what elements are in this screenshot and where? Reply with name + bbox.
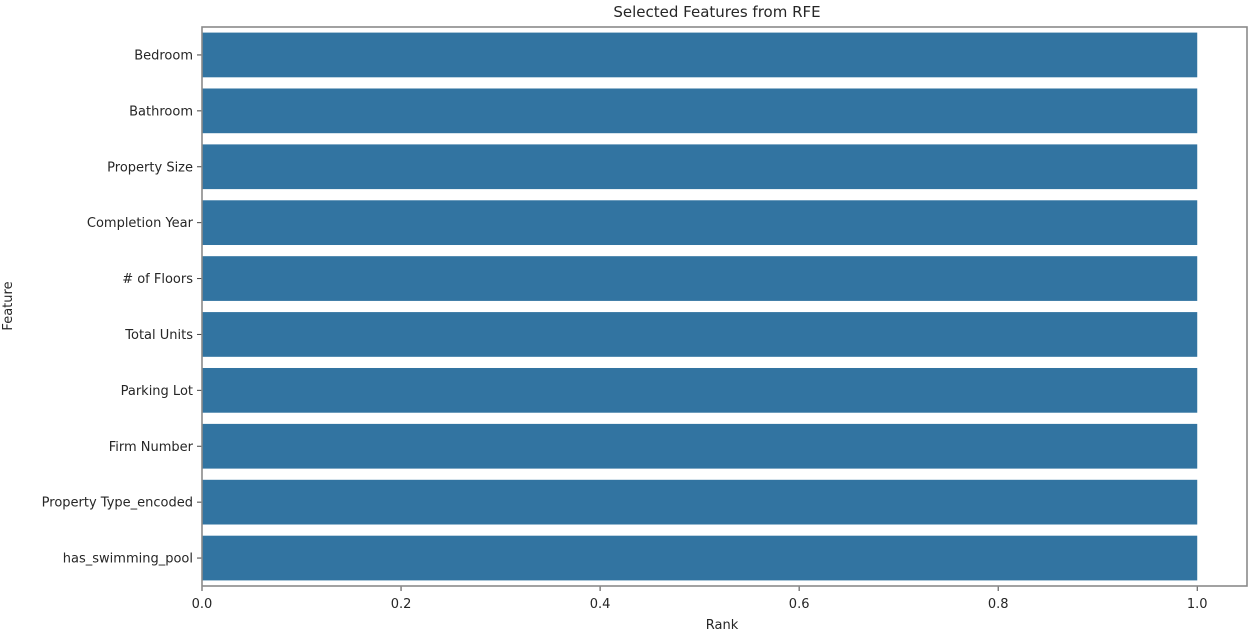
y-tick-label: # of Floors [122,272,193,287]
bar [202,32,1198,78]
y-tick-label: Bedroom [134,48,193,63]
x-tick-label: 0.8 [988,597,1009,612]
x-tick-layer: 0.0 0.2 0.4 0.6 0.8 1.0 [192,586,1208,612]
x-axis-label: Rank [706,618,739,633]
y-tick-label: has_swimming_pool [63,552,193,567]
x-tick-label: 0.2 [391,597,412,612]
y-tick-label: Property Size [107,160,193,175]
chart-title: Selected Features from RFE [613,3,820,21]
y-tick-label: Parking Lot [121,384,193,399]
bar [202,144,1198,190]
y-tick-label: Bathroom [129,104,193,119]
y-tick-label: Firm Number [109,440,194,455]
y-axis-label: Feature [1,281,16,330]
bar [202,367,1198,413]
plot-frame [201,26,1248,587]
x-tick-label: 1.0 [1187,597,1208,612]
y-tick-layer: Bedroom Bathroom Property Size Completion Y… [42,48,202,567]
y-tick-label: Completion Year [87,216,194,231]
bar [202,256,1198,301]
x-tick-label: 0.6 [789,597,810,612]
bar [202,535,1198,581]
bar [202,479,1198,525]
bar [202,88,1198,134]
x-tick-label: 0.0 [192,597,213,612]
bars-layer [202,32,1198,581]
bar [202,423,1198,469]
y-tick-label: Property Type_encoded [42,496,193,511]
bar [202,200,1198,246]
bar [202,312,1198,357]
x-tick-label: 0.4 [590,597,611,612]
y-tick-label: Total Units [124,328,193,343]
